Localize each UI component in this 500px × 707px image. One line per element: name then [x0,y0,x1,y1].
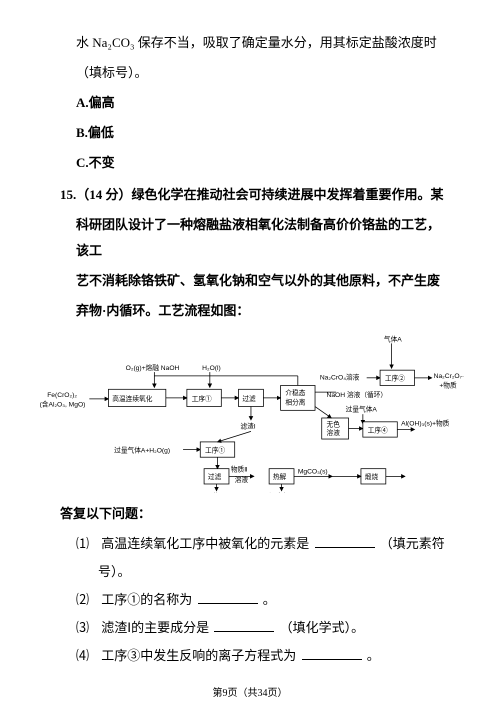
svg-text:相分离: 相分离 [285,398,305,407]
svg-text:Al(OH)₃(s)+物质: Al(OH)₃(s)+物质 [401,419,450,428]
svg-text:(含Al₂O₃, MgO): (含Al₂O₃, MgO) [40,400,86,409]
svg-text:气体A: 气体A [384,334,402,343]
blank-1 [315,535,375,548]
subq-3: ⑶ 滤渣Ⅰ的主要成分是 （填化学式）。 [60,615,450,641]
page-content: 水 Na₂CO₃ 保存不当，吸取了确定量水分，用其标定盐酸浓度时 （填标号）。 … [0,0,500,681]
svg-text:混合气Ⅳ: 混合气Ⅳ [269,491,296,492]
q15-l4: 弃物·内循环。工艺流程如图： [60,298,450,324]
svg-text:MgCO₃(s): MgCO₃(s) [298,468,328,475]
option-c: C.不变 [60,150,450,176]
s2b: 。 [263,592,276,607]
svg-text:热解: 热解 [273,472,287,481]
subq-1c: 号）。 [60,559,450,585]
svg-text:滤渣Ⅰ: 滤渣Ⅰ [240,422,255,431]
svg-text:介稳态: 介稳态 [285,388,305,397]
answer-prompt: 答复以下问题： [60,501,450,527]
subq-2: ⑵ 工序①的名称为 。 [60,587,450,613]
s3b: （填化学式）。 [280,620,365,635]
flowchart-svg: 气体A O₂(g)+熔融 NaOH H₂O(l) Fe(CrO₂)₂ (含Al₂… [30,330,470,493]
q15-l2: 科研团队设计了一种熔融盐液相氧化法制备高价价铬盐的工艺，该工 [60,212,450,264]
svg-text:物质Ⅱ: 物质Ⅱ [231,465,248,474]
s2a: 工序①的名称为 [101,592,192,607]
svg-text:Fe(CrO₂)₂: Fe(CrO₂)₂ [47,392,77,399]
svg-text:无色: 无色 [327,420,341,429]
svg-text:溶液: 溶液 [327,428,341,437]
svg-text:过滤: 过滤 [208,472,222,481]
svg-text:高温连续氧化: 高温连续氧化 [112,394,152,403]
svg-text:溶液: 溶液 [235,475,249,484]
s4a: 工序③中发生反响的离子方程式为 [101,648,296,663]
intro-line2: （填标号）。 [60,60,450,86]
svg-text:工序①: 工序① [205,445,225,454]
svg-text:过量气体A+H₂O(g): 过量气体A+H₂O(g) [114,445,170,454]
s1b: （填元素符 [380,536,445,551]
svg-text:工序①: 工序① [192,394,212,403]
svg-text:过量气体A: 过量气体A [346,404,378,413]
s1a: 高温连续氧化工序中被氧化的元素是 [101,536,309,551]
svg-text:H₂O(l): H₂O(l) [202,365,221,372]
blank-4 [302,647,362,660]
svg-text:煅烧: 煅烧 [365,472,379,481]
subq-4: ⑷ 工序③中发生反响的离子方程式为 。 [60,643,450,669]
option-b: B.偏低 [60,120,450,146]
svg-text:固体Ⅲ: 固体Ⅲ [206,491,224,492]
svg-text:Na₂CrO₄溶液: Na₂CrO₄溶液 [320,373,360,382]
question-15: 15.（14 分）绿色化学在推动社会可持续进展中发挥着重要作用。某 科研团队设计… [60,182,450,324]
flowchart: 气体A O₂(g)+熔融 NaOH H₂O(l) Fe(CrO₂)₂ (含Al₂… [30,330,470,493]
q15-l3: 艺不消耗除铬铁矿、氢氧化钠和空气以外的其他原料，不产生废 [60,268,450,294]
subq-1: ⑴ 高温连续氧化工序中被氧化的元素是 （填元素符 [60,531,450,557]
svg-text:+物质: +物质 [439,380,457,389]
svg-text:Na₂Cr₂O₇·: Na₂Cr₂O₇· [434,373,465,380]
svg-text:工序②: 工序② [385,374,405,383]
page-footer: 第9页（共34页） [0,684,500,699]
q15-head: 15.（14 分）绿色化学在推动社会可持续进展中发挥着重要作用。某 [60,182,450,208]
intro-line1: 水 Na₂CO₃ 保存不当，吸取了确定量水分，用其标定盐酸浓度时 [60,30,450,56]
svg-text:过滤: 过滤 [242,394,256,403]
blank-2 [198,591,258,604]
svg-text:工序④: 工序④ [368,425,388,434]
s3a: 滤渣Ⅰ的主要成分是 [101,620,209,635]
svg-text:NaOH 溶液（循环）: NaOH 溶液（循环） [327,390,388,399]
option-a: A.偏高 [60,90,450,116]
s4b: 。 [367,648,380,663]
blank-3 [214,619,274,632]
svg-text:O₂(g)+熔融 NaOH: O₂(g)+熔融 NaOH [126,363,180,372]
